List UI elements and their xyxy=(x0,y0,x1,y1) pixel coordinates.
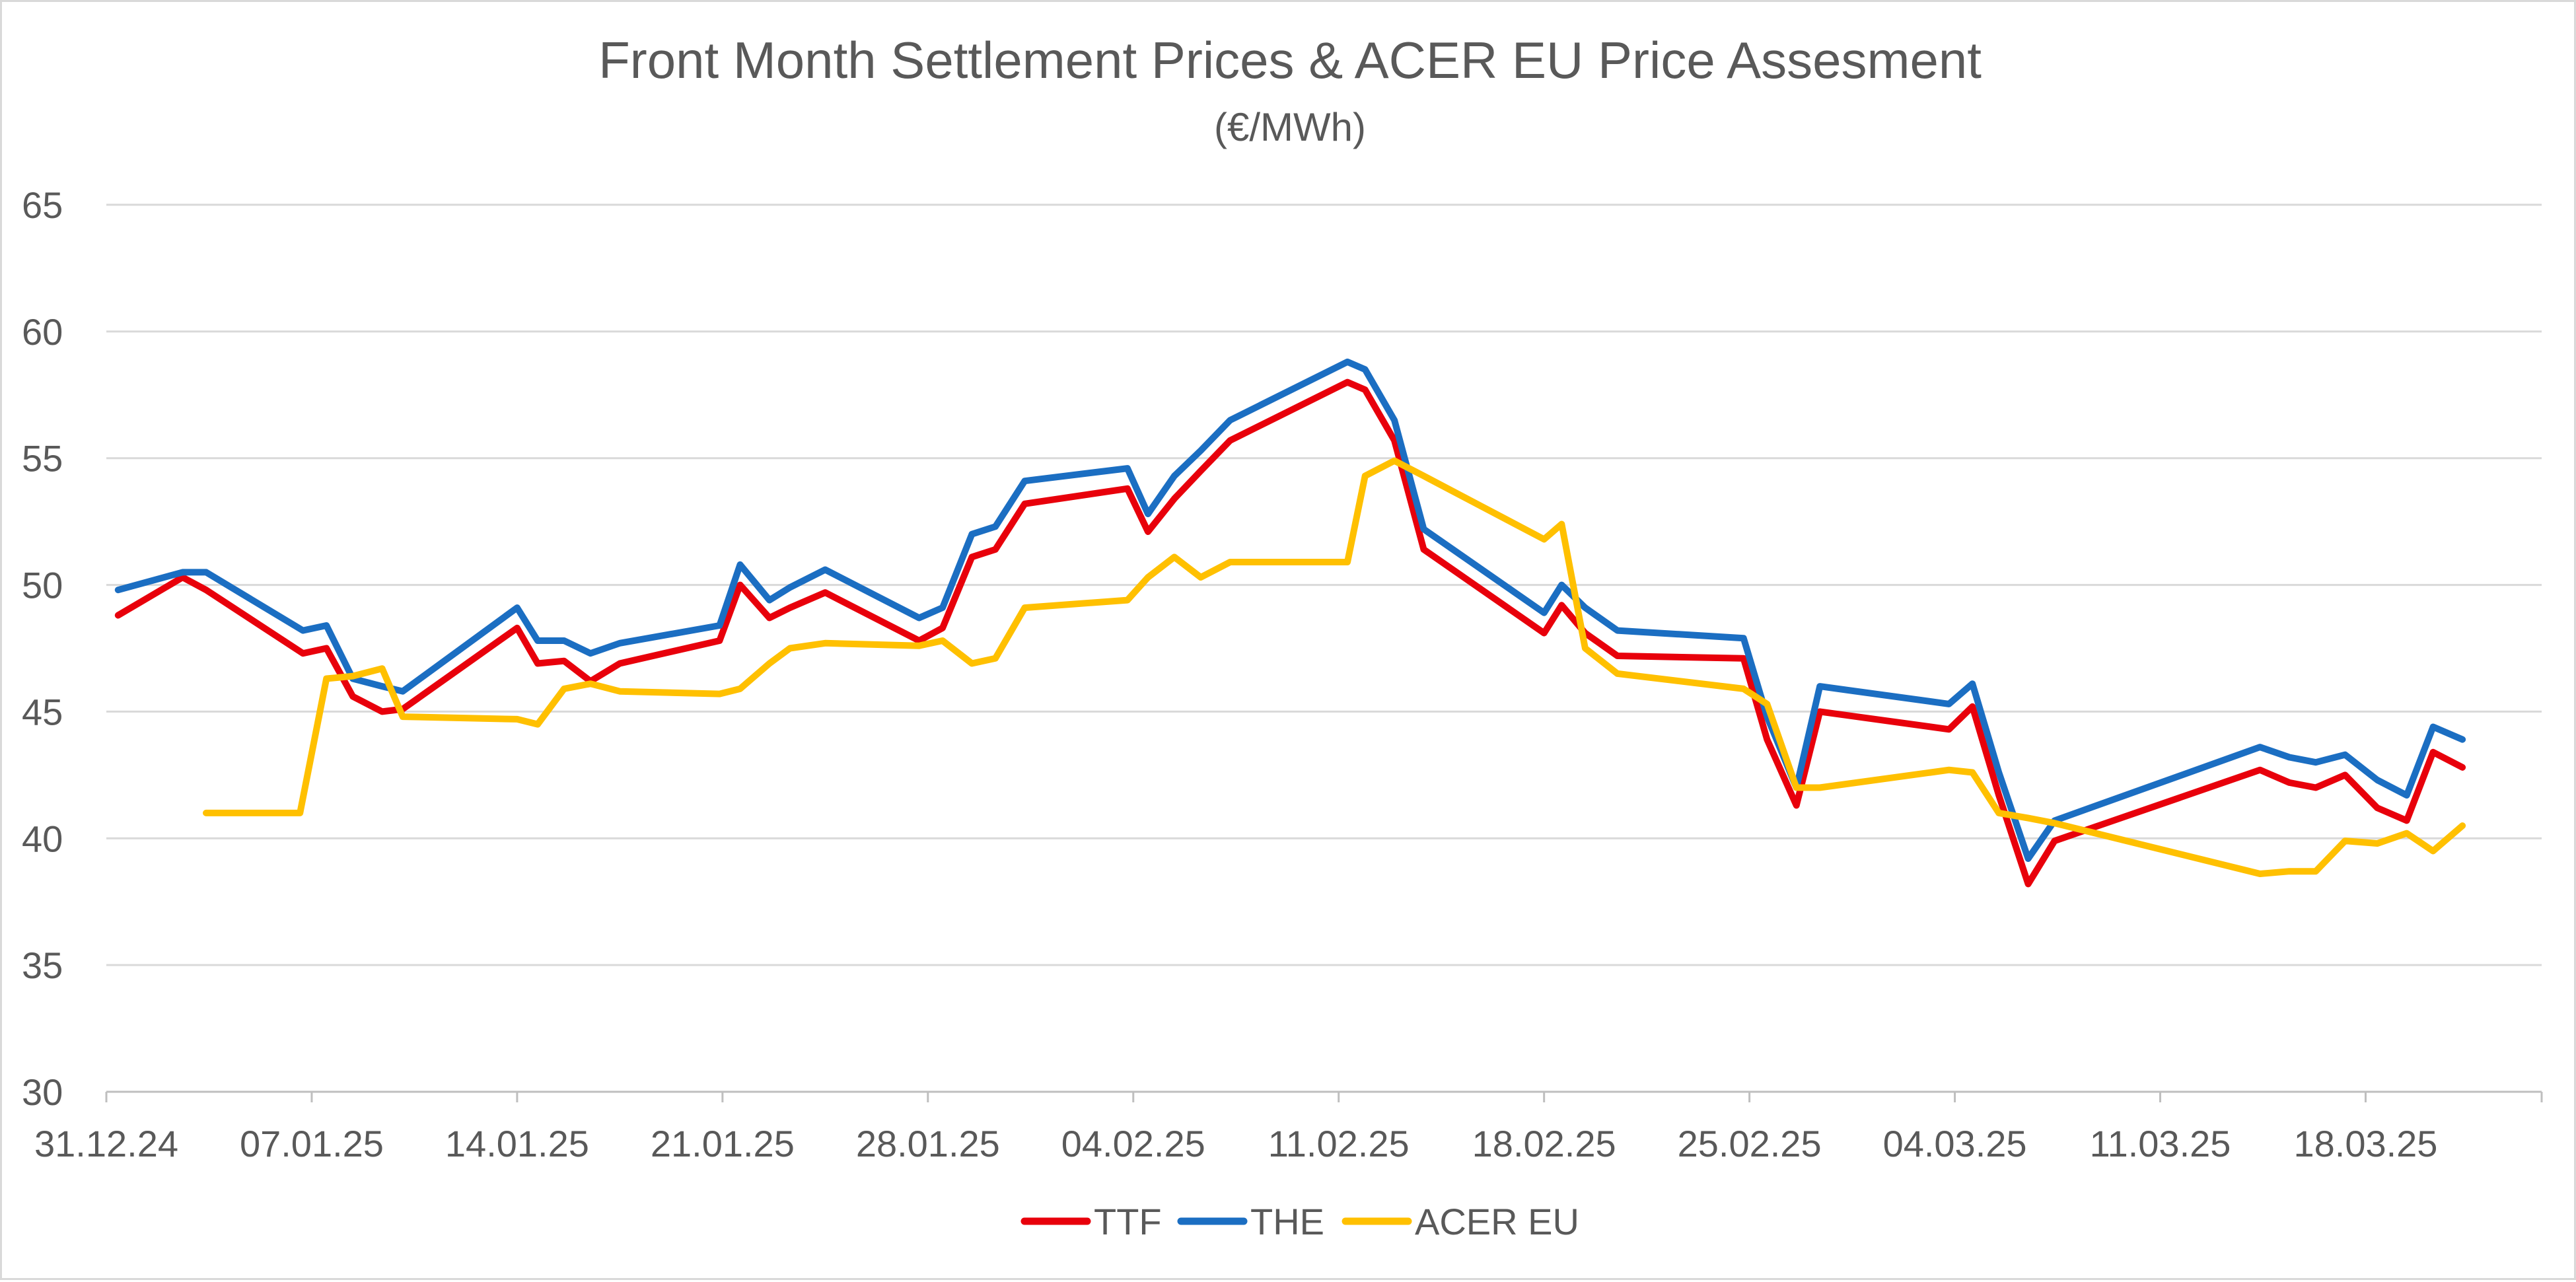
x-tick-label: 04.02.25 xyxy=(1061,1123,1205,1164)
series-lines xyxy=(114,358,2466,888)
legend-label-ttf: TTF xyxy=(1094,1201,1162,1242)
x-tick-label: 04.03.25 xyxy=(1883,1123,2027,1164)
y-tick-label: 60 xyxy=(22,311,63,353)
series-line-the xyxy=(114,358,2466,862)
x-tick-label: 31.12.24 xyxy=(34,1123,178,1164)
chart-title: Front Month Settlement Prices & ACER EU … xyxy=(598,31,1982,89)
y-tick-label: 40 xyxy=(22,818,63,859)
series-line-acer-eu xyxy=(203,457,2466,877)
legend-label-acer-eu: ACER EU xyxy=(1415,1201,1579,1242)
y-tick-label: 35 xyxy=(22,944,63,986)
x-tick-label: 14.01.25 xyxy=(445,1123,589,1164)
x-tick-label: 18.02.25 xyxy=(1472,1123,1616,1164)
y-tick-label: 55 xyxy=(22,438,63,480)
x-tick-label: 07.01.25 xyxy=(240,1123,384,1164)
legend: TTF THE ACER EU xyxy=(1020,1201,1579,1242)
y-tick-label: 50 xyxy=(22,565,63,606)
y-tick-label: 65 xyxy=(22,184,63,226)
x-tick-label: 21.01.25 xyxy=(651,1123,795,1164)
x-axis: 31.12.24 07.01.25 14.01.25 21.01.25 28.01.25… xyxy=(34,1090,2543,1164)
y-tick-label: 45 xyxy=(22,691,63,732)
x-tick-label: 28.01.25 xyxy=(856,1123,1000,1164)
y-tick-label: 30 xyxy=(22,1071,63,1113)
chart-subtitle: (€/MWh) xyxy=(1214,105,1366,149)
x-tick-label: 18.03.25 xyxy=(2293,1123,2437,1164)
x-tick-label: 11.02.25 xyxy=(1268,1123,1410,1164)
y-axis: 30 35 40 45 50 55 60 65 xyxy=(22,184,63,1113)
x-tick-label: 11.03.25 xyxy=(2090,1123,2231,1164)
x-tick-label: 25.02.25 xyxy=(1678,1123,1822,1164)
gridlines xyxy=(106,203,2542,966)
series-line-ttf xyxy=(114,378,2466,888)
legend-label-the: THE xyxy=(1250,1201,1324,1242)
